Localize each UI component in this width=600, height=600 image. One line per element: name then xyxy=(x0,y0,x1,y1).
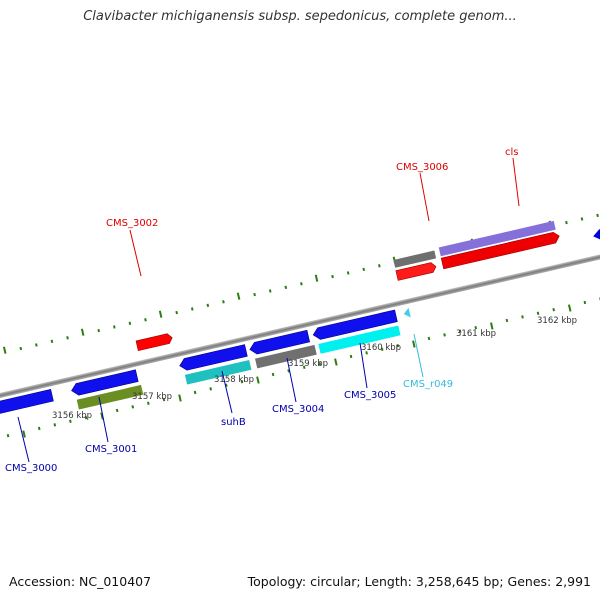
scale-tick xyxy=(346,271,350,275)
scale-tick xyxy=(580,217,584,221)
scale-tick xyxy=(2,346,7,354)
scale-tick xyxy=(378,264,381,268)
label-suhb[interactable]: suhB xyxy=(221,417,246,428)
scale-tick xyxy=(97,328,101,333)
scale-tick xyxy=(380,347,384,351)
scale-tick xyxy=(302,365,306,369)
scale-tick xyxy=(443,333,446,337)
scale-tick xyxy=(66,336,69,340)
scale-tick xyxy=(427,336,431,341)
scale-tick xyxy=(53,423,57,427)
scale-tick xyxy=(84,415,88,420)
scale-tick xyxy=(6,433,10,438)
scale-label: 3161 kbp xyxy=(456,329,496,339)
scale-tick xyxy=(190,307,194,311)
gene-cms-3004[interactable] xyxy=(249,329,317,369)
scale-tick xyxy=(458,329,462,333)
scale-tick xyxy=(162,397,166,402)
scale-tick xyxy=(236,292,241,300)
genome-title: Clavibacter michiganensis subsp. sepedon… xyxy=(83,9,517,24)
scale-label: 3158 kbp xyxy=(214,375,254,385)
scale-tick xyxy=(193,390,197,395)
reverse-scale-ticks xyxy=(6,297,600,438)
scale-tick xyxy=(209,387,213,391)
scale-tick xyxy=(365,351,368,355)
genome-summary: Topology: circular; Length: 3,258,645 bp… xyxy=(247,574,591,589)
scale-tick xyxy=(349,354,353,359)
scale-label: 3157 kbp xyxy=(132,392,172,402)
scale-tick xyxy=(318,361,322,366)
label-cms-3004[interactable]: CMS_3004 xyxy=(272,404,324,415)
scale-tick xyxy=(19,346,23,351)
scale-label: 3160 kbp xyxy=(361,343,401,353)
scale-tick xyxy=(256,376,260,384)
scale-tick xyxy=(271,372,275,377)
label-cls[interactable]: cls xyxy=(505,147,519,158)
gene-cms-3006[interactable] xyxy=(393,250,439,281)
gene-cms-r049[interactable] xyxy=(403,307,411,319)
scale-tick xyxy=(567,304,572,312)
scale-tick xyxy=(521,315,524,319)
scale-tick xyxy=(300,282,303,286)
scale-tick xyxy=(80,328,85,336)
scale-tick xyxy=(222,300,225,304)
gene-suhb[interactable] xyxy=(178,344,252,385)
gene-cls[interactable] xyxy=(438,220,561,270)
label-cms-3000[interactable]: CMS_3000 xyxy=(5,463,57,474)
gene-cms-3002[interactable] xyxy=(135,333,173,352)
scale-label: 3159 kbp xyxy=(288,359,328,369)
scale-label: 3162 kbp xyxy=(537,316,577,326)
accession: Accession: NC_010407 xyxy=(9,574,152,589)
scale-tick xyxy=(175,310,178,315)
label-cms-3001[interactable]: CMS_3001 xyxy=(85,444,137,455)
scale-tick xyxy=(412,340,416,348)
scale-tick xyxy=(268,289,272,293)
scale-tick xyxy=(128,321,132,326)
scale-tick xyxy=(596,213,599,218)
scale-tick xyxy=(50,339,54,344)
label-cms-3002[interactable]: CMS_3002 xyxy=(106,218,158,229)
label-cms-3005[interactable]: CMS_3005 xyxy=(344,390,396,401)
scale-tick xyxy=(552,307,555,312)
forward-scale-ticks xyxy=(2,213,599,354)
gene-cms-3001[interactable] xyxy=(70,369,144,410)
scale-tick xyxy=(583,300,587,305)
scale-tick xyxy=(536,311,540,315)
scale-tick xyxy=(331,274,334,279)
scale-tick xyxy=(284,285,288,290)
scale-tick xyxy=(178,394,182,402)
scale-tick xyxy=(396,343,400,348)
scale-tick xyxy=(505,318,509,323)
scale-tick xyxy=(206,303,210,308)
scale-tick xyxy=(314,274,319,282)
scale-tick xyxy=(131,405,135,409)
gene-cms-3005[interactable] xyxy=(312,309,401,354)
scale-tick xyxy=(253,292,256,297)
scale-tick xyxy=(37,426,41,431)
scale-tick xyxy=(362,267,366,272)
scale-tick xyxy=(158,310,163,318)
gene-right-edge[interactable] xyxy=(592,228,600,242)
genome-backbone xyxy=(0,236,600,413)
scale-tick xyxy=(115,408,119,413)
scale-tick xyxy=(69,419,72,423)
scale-tick xyxy=(147,401,150,405)
scale-tick xyxy=(565,220,568,225)
scale-tick xyxy=(490,322,494,330)
label-cms-3006[interactable]: CMS_3006 xyxy=(396,162,448,173)
scale-tick xyxy=(334,358,338,366)
scale-tick xyxy=(35,343,38,347)
scale-tick xyxy=(22,430,26,438)
scale-tick xyxy=(144,318,147,322)
scale-tick xyxy=(112,325,116,329)
scale-tick xyxy=(240,379,244,384)
label-cms-r049[interactable]: CMS_r049 xyxy=(403,379,453,390)
gene-cms-3000[interactable] xyxy=(0,389,54,419)
scale-label: 3156 kbp xyxy=(52,411,92,421)
scale-tick xyxy=(474,325,478,330)
